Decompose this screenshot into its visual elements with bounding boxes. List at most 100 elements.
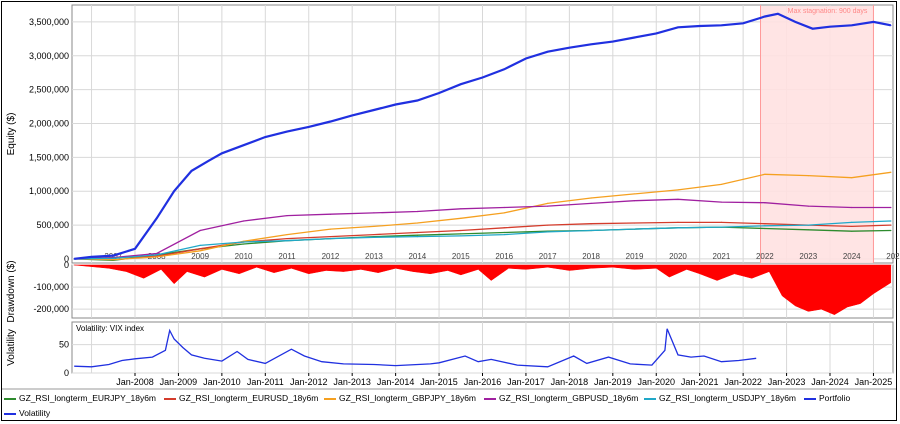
series-point: [720, 183, 723, 186]
series-point: [416, 210, 418, 213]
x-tick-label: Jan-2013: [333, 377, 371, 387]
series-point: [373, 236, 375, 238]
y-axis-title: Drawdown ($): [6, 260, 17, 322]
series-point: [112, 259, 114, 261]
series-point: [416, 222, 418, 224]
series-point: [633, 228, 636, 230]
series-line-gz_rsi_longterm_gbpusd_18y6m: [74, 198, 891, 260]
series-point: [890, 171, 892, 173]
series-point: [568, 47, 570, 49]
year-label: 2011: [278, 252, 296, 261]
series-point: [503, 68, 505, 70]
series-point: [416, 234, 418, 236]
legend-swatch-gbpjpy: [324, 397, 336, 400]
series-point: [503, 233, 505, 236]
year-label: 2024: [843, 252, 861, 261]
series-point: [156, 256, 158, 258]
series-point: [851, 225, 853, 228]
x-tick-label: Jan-2017: [507, 377, 545, 387]
series-point: [890, 220, 892, 222]
series-point: [890, 24, 892, 26]
series-point: [890, 224, 892, 226]
series-point: [547, 231, 549, 233]
series-point: [286, 131, 288, 133]
year-label: 2016: [495, 252, 513, 261]
series-point: [525, 57, 527, 60]
series-point: [329, 120, 332, 123]
series-point: [208, 160, 210, 162]
series-point: [460, 233, 462, 235]
legend-item-eurjpy[interactable]: GZ_RSI_longterm_EURJPY_18y6m: [4, 393, 156, 403]
x-tick-label: Jan-2021: [681, 377, 719, 387]
legend-item-portfolio[interactable]: Portfolio: [804, 393, 850, 403]
year-label: 2012: [322, 252, 340, 261]
series-point: [547, 51, 549, 53]
series-point: [134, 248, 136, 250]
series-point: [90, 256, 93, 258]
series-point: [590, 43, 592, 45]
legend-swatch-portfolio: [804, 397, 816, 400]
series-point: [112, 254, 114, 257]
year-label: 2019: [626, 252, 644, 261]
series-point: [242, 243, 245, 245]
series-point: [720, 201, 723, 203]
year-label: 2009: [191, 252, 209, 261]
year-label: 2022: [756, 252, 774, 261]
y-axis-title: Volatility: [6, 329, 17, 366]
series-point: [742, 22, 744, 24]
series-point: [655, 32, 657, 35]
series-line-gz_rsi_longterm_usdjpy_18y6m: [74, 220, 891, 260]
legend-label-gbpjpy: GZ_RSI_longterm_GBPJPY_18y6m: [339, 393, 477, 403]
series-point: [416, 235, 418, 238]
year-label: 2015: [452, 252, 470, 261]
series-point: [460, 217, 462, 219]
series-point: [329, 235, 332, 238]
legend-swatch-usdjpy: [644, 397, 656, 400]
series-point: [503, 212, 505, 214]
series-point: [677, 227, 679, 229]
legend-item-usdjpy[interactable]: GZ_RSI_longterm_USDJPY_18y6m: [644, 393, 796, 403]
legend-swatch-volatility: [4, 412, 16, 415]
series-point: [264, 136, 266, 138]
legend-item-gbpjpy[interactable]: GZ_RSI_longterm_GBPJPY_18y6m: [324, 393, 476, 403]
series-point: [112, 257, 114, 259]
legend-item-volatility[interactable]: Volatility: [4, 408, 50, 418]
series-point: [720, 226, 723, 228]
legend-swatch-eurusd: [164, 397, 176, 400]
series-point: [438, 92, 440, 94]
legend-label-eurusd: GZ_RSI_longterm_EURUSD_18y6m: [179, 393, 319, 403]
x-tick-label: Jan-2020: [637, 377, 675, 387]
series-point: [503, 206, 505, 209]
series-point: [851, 230, 853, 232]
series-point: [199, 248, 201, 250]
series-point: [242, 241, 245, 243]
x-tick-label: Jan-2009: [160, 377, 198, 387]
series-point: [677, 221, 679, 223]
series-point: [612, 40, 614, 43]
series-line-gz_rsi_longterm_eurusd_18y6m: [74, 221, 891, 260]
series-point: [764, 15, 766, 18]
series-point: [677, 26, 679, 28]
series-point: [242, 144, 245, 146]
series-point: [890, 229, 892, 232]
year-label: 2020: [669, 252, 687, 261]
series-point: [807, 175, 809, 177]
drawdown-area: [74, 264, 892, 315]
y-tick-label: 50: [59, 340, 69, 350]
x-tick-label: Jan-2008: [116, 377, 154, 387]
series-point: [199, 244, 201, 246]
legend-item-eurusd[interactable]: GZ_RSI_longterm_EURUSD_18y6m: [164, 393, 318, 403]
x-tick-label: Jan-2015: [420, 377, 458, 387]
y-tick-label: 2,000,000: [29, 119, 69, 129]
legend-item-gbpusd[interactable]: GZ_RSI_longterm_GBPUSD_18y6m: [484, 393, 638, 403]
year-label: 2023: [799, 252, 817, 261]
series-point: [503, 227, 505, 229]
series-point: [286, 240, 288, 242]
series-point: [677, 198, 679, 200]
legend-label-volatility: Volatility: [19, 408, 51, 418]
series-point: [156, 254, 158, 256]
series-point: [807, 229, 809, 231]
series-point: [851, 206, 853, 209]
legend-swatch-gbpusd: [484, 397, 496, 400]
